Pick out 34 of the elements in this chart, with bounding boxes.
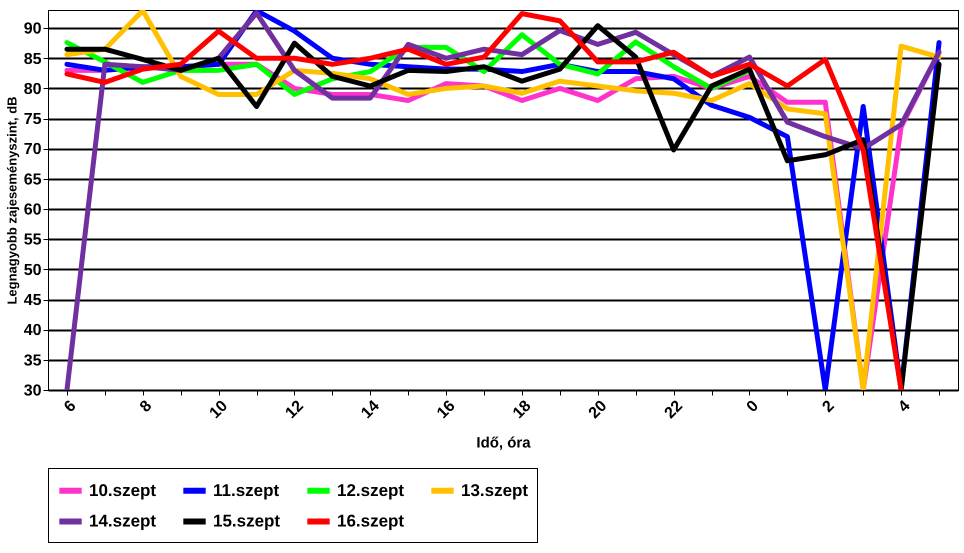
- x-tick-label: 2: [819, 397, 838, 416]
- legend-label: 11.szept: [213, 480, 280, 500]
- y-tick-label: 70: [24, 141, 42, 158]
- y-tick-label: 90: [24, 20, 42, 38]
- y-tick-label: 85: [24, 50, 42, 68]
- y-tick-label: 80: [24, 80, 42, 98]
- y-tick-label: 35: [24, 352, 42, 370]
- x-tick-label: 14: [358, 397, 383, 422]
- x-tick-label: 10: [206, 397, 232, 422]
- x-tick-label: 8: [136, 397, 156, 416]
- x-tick-label: 12: [282, 397, 308, 422]
- y-tick-label: 65: [24, 171, 42, 188]
- legend-label: 10.szept: [89, 480, 156, 500]
- x-tick-label: 20: [586, 397, 610, 422]
- legend-label: 13.szept: [461, 480, 528, 500]
- y-tick-label: 40: [24, 322, 42, 340]
- y-tick-label: 60: [24, 202, 42, 219]
- x-tick-label: 22: [662, 397, 686, 422]
- legend-label: 15.szept: [213, 512, 280, 530]
- x-axis-title: Idő, óra: [476, 434, 532, 452]
- y-tick-label: 45: [24, 292, 42, 310]
- y-axis-title: Legnagyobb zajeseményszint, dB: [4, 96, 20, 305]
- y-tick-label: 30: [24, 382, 42, 400]
- y-tick-label: 75: [24, 111, 42, 128]
- x-tick-label: 4: [895, 397, 914, 416]
- y-tick-label: 55: [24, 232, 42, 249]
- legend-label: 14.szept: [89, 512, 156, 530]
- x-tick-label: 0: [744, 397, 762, 416]
- y-tick-label: 50: [24, 262, 42, 279]
- x-tick-label: 6: [61, 397, 80, 416]
- legend-label: 16.szept: [337, 512, 404, 530]
- x-tick-label: 18: [510, 397, 535, 422]
- x-tick-label: 16: [434, 397, 459, 422]
- legend-label: 12.szept: [337, 480, 404, 500]
